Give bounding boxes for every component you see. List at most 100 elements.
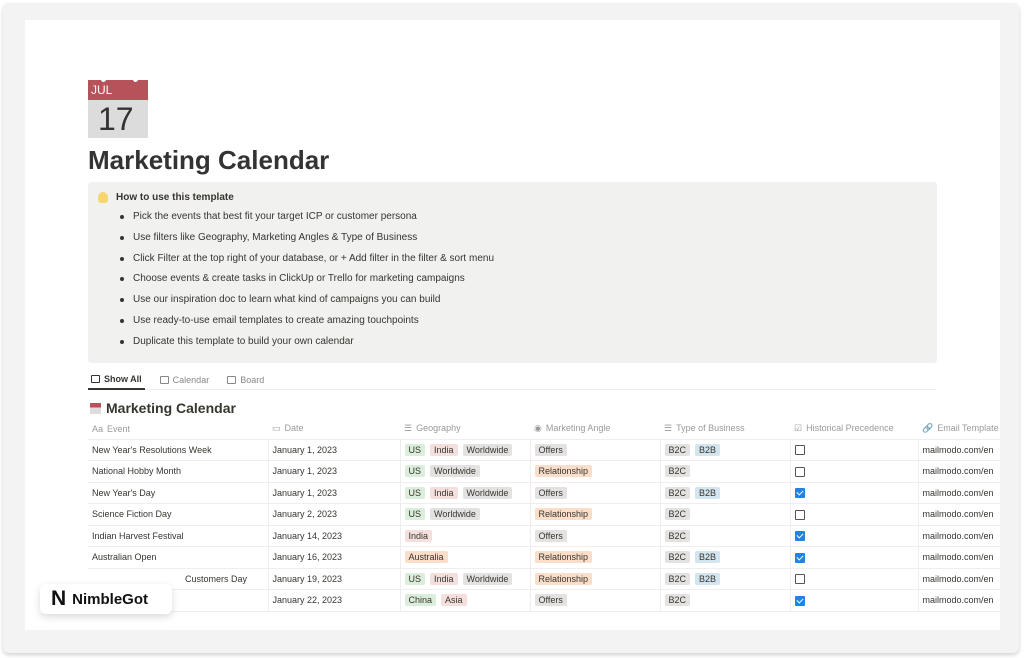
tag: India [430,572,458,585]
marketing-angle-cell[interactable]: Relationship [530,460,661,483]
email-link[interactable]: mailmodo.com/en [922,552,994,563]
marketing-angle-cell[interactable]: Offers [530,525,661,547]
tag: B2C [664,465,691,478]
event-cell[interactable]: Science Fiction Day [88,503,269,526]
email-template-cell[interactable]: mailmodo.com/en [918,460,1000,483]
email-template-cell[interactable]: mailmodo.com/en [918,439,1000,461]
checkbox[interactable] [794,595,805,606]
business-type-cell[interactable]: B2C B2B [660,482,791,504]
tag: Worldwide [430,508,480,521]
geography-cell[interactable]: US India Worldwide [400,482,531,504]
date: January 14, 2023 [272,530,343,541]
email-link[interactable]: mailmodo.com/en [922,530,994,541]
marketing-angle-cell[interactable]: Relationship [530,503,661,526]
date-cell[interactable]: January 2, 2023 [268,503,401,526]
event-cell[interactable]: New Year's Resolutions Week [88,439,269,461]
business-type-cell[interactable]: B2C B2B [660,439,791,461]
column-header[interactable]: ☰ Geography [400,419,530,440]
table-row[interactable]: Indian Harvest Festival January 14, 2023 I… [88,525,1000,547]
email-template-cell[interactable]: mailmodo.com/en [918,589,1000,612]
table-row[interactable]: Science Fiction Day January 2, 2023 US Worl… [88,503,1000,526]
checkbox[interactable] [794,445,805,456]
event-cell[interactable]: New Year's Day [88,482,269,504]
column-header[interactable]: ☑ Historical Precedence [790,419,918,440]
email-link[interactable]: mailmodo.com/en [922,595,994,606]
date-cell[interactable]: January 22, 2023 [268,589,401,612]
marketing-angle-cell[interactable]: Relationship [530,568,661,590]
tag: Offers [534,529,567,542]
checkbox[interactable] [794,574,805,585]
table-row[interactable]: New Year's Day January 1, 2023 US India Worl… [88,482,1000,504]
email-template-cell[interactable]: mailmodo.com/en [918,546,1000,569]
geography-cell[interactable]: US Worldwide [400,503,531,526]
historical-precedence-cell [790,460,919,483]
tag: Offers [534,594,567,607]
event-cell[interactable]: Australian Open [88,546,269,569]
date-cell[interactable]: January 16, 2023 [268,546,401,569]
business-type-cell[interactable]: B2C [660,503,791,526]
checkbox[interactable] [794,509,805,520]
tag: Asia [441,594,467,607]
column-type-icon: ☑ [794,423,803,434]
geography-cell[interactable]: India [400,525,531,547]
business-type-cell[interactable]: B2C [660,589,791,612]
geography-cell[interactable]: US Worldwide [400,460,531,483]
marketing-angle-cell[interactable]: Offers [530,589,661,612]
email-link[interactable]: mailmodo.com/en [922,444,994,455]
email-link[interactable]: mailmodo.com/en [922,509,994,520]
email-link[interactable]: mailmodo.com/en [922,466,994,477]
email-template-cell[interactable]: mailmodo.com/en [918,503,1000,526]
geography-cell[interactable]: Australia [400,546,531,569]
tab-show-all[interactable]: Show All [88,370,145,390]
event-cell[interactable]: Indian Harvest Festival [88,525,269,547]
date-cell[interactable]: January 1, 2023 [268,460,401,483]
date-cell[interactable]: January 14, 2023 [268,525,401,547]
historical-precedence-cell [790,525,919,547]
table-row[interactable]: Customers Day January 19, 2023 US India Worl… [88,568,1000,590]
tag: Worldwide [430,465,480,478]
historical-precedence-cell [790,482,919,504]
checkbox[interactable] [794,488,805,499]
date-cell[interactable]: January 1, 2023 [268,439,401,461]
geography-cell[interactable]: US India Worldwide [400,439,531,461]
email-template-cell[interactable]: mailmodo.com/en [918,568,1000,590]
business-type-cell[interactable]: B2C B2B [660,546,791,569]
database-title-text: Marketing Calendar [106,400,236,416]
column-header[interactable]: 🔗 Email Template [918,419,1000,440]
email-template-cell[interactable]: mailmodo.com/en [918,482,1000,504]
table-row[interactable]: New Year's Resolutions Week January 1, 20… [88,439,1000,461]
column-header[interactable]: ☰ Type of Business [660,419,790,440]
checkbox[interactable] [794,466,805,477]
tab-calendar[interactable]: Calendar [157,370,213,390]
geography-cell[interactable]: China Asia [400,589,531,612]
email-link[interactable]: mailmodo.com/en [922,573,994,584]
marketing-angle-cell[interactable]: Offers [530,482,661,504]
business-type-cell[interactable]: B2C [660,525,791,547]
geography-cell[interactable]: US India Worldwide [400,568,531,590]
historical-precedence-cell [790,503,919,526]
email-link[interactable]: mailmodo.com/en [922,487,994,498]
column-header[interactable]: ▭ Date [268,419,400,440]
database-title[interactable]: Marketing Calendar [90,400,236,416]
checkbox[interactable] [794,531,805,542]
tag: B2B [695,572,721,585]
marketing-angle-cell[interactable]: Offers [530,439,661,461]
checkbox[interactable] [794,552,805,563]
marketing-angle-cell[interactable]: Relationship [530,546,661,569]
column-header[interactable]: Aa Event [88,419,268,440]
column-header[interactable]: ◉ Marketing Angle [530,419,660,440]
lightbulb-icon [98,192,108,203]
table-row[interactable]: National Hobby Month January 1, 2023 US Wor… [88,460,1000,483]
date-cell[interactable]: January 1, 2023 [268,482,401,504]
event-cell[interactable]: National Hobby Month [88,460,269,483]
table-row[interactable]: Australian Open January 16, 2023 Australia… [88,546,1000,569]
table-row[interactable]: January 22, 2023 China Asia Offers B2C mailmo… [88,589,1000,612]
tag: B2C [664,594,691,607]
business-type-cell[interactable]: B2C [660,460,791,483]
email-template-cell[interactable]: mailmodo.com/en [918,525,1000,547]
business-type-cell[interactable]: B2C B2B [660,568,791,590]
tag: B2C [664,529,691,542]
date-cell[interactable]: January 19, 2023 [268,568,401,590]
tab-board[interactable]: Board [224,370,267,390]
calendar-icon[interactable]: JUL 17 [88,77,148,138]
